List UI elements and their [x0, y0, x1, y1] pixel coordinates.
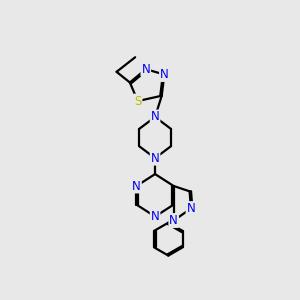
Text: N: N: [151, 110, 160, 124]
Text: N: N: [151, 210, 160, 223]
Text: N: N: [187, 202, 195, 215]
Text: S: S: [134, 94, 142, 108]
Text: N: N: [132, 179, 141, 193]
Text: N: N: [169, 214, 178, 227]
Text: N: N: [151, 152, 160, 165]
Text: N: N: [141, 63, 150, 76]
Text: N: N: [160, 68, 169, 81]
